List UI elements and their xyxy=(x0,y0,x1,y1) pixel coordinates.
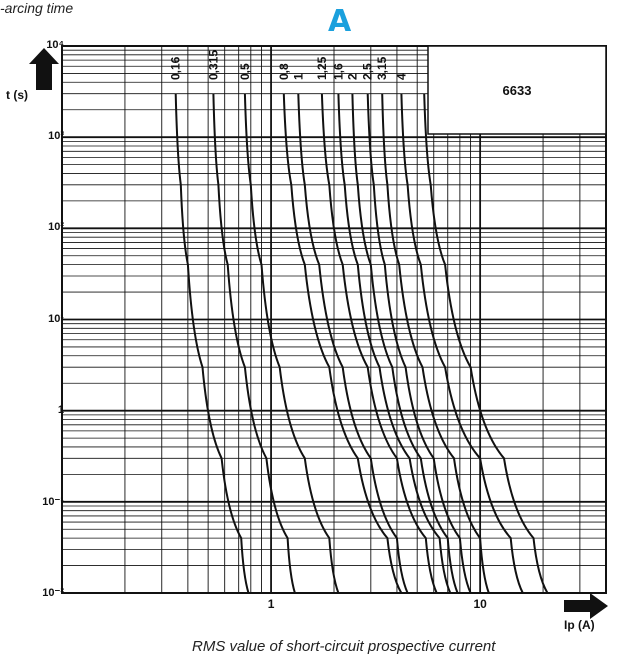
y-axis-label: t (s) xyxy=(6,88,28,102)
x-axis-label: Ip (A) xyxy=(564,618,595,632)
curve-0-16 xyxy=(174,93,250,594)
curve-4 xyxy=(400,93,524,594)
chart-title: 6633 xyxy=(503,83,532,98)
curve-0-315 xyxy=(212,93,296,594)
grid xyxy=(61,45,607,594)
brand-letter: A xyxy=(328,4,352,39)
curve-0-5 xyxy=(243,93,340,594)
y-tick-label: 10² xyxy=(48,221,64,234)
y-axis-arrow-icon xyxy=(29,48,59,90)
curve-label: 0,5 xyxy=(238,63,252,80)
top-caption: -arcing time xyxy=(0,0,74,16)
curve-label: 3,15 xyxy=(375,56,389,80)
x-tick-label: 1 xyxy=(267,597,275,611)
curve-0-8 xyxy=(282,93,403,594)
curve-label: 1 xyxy=(291,73,305,80)
curve-label: 1,25 xyxy=(315,56,329,80)
y-tick-label: 10⁻² xyxy=(42,587,64,599)
curve-label: 4 xyxy=(394,73,408,80)
axis-arrows xyxy=(29,48,608,619)
curve-label: 2 xyxy=(345,73,359,80)
curve-1 xyxy=(297,93,409,594)
bottom-caption: RMS value of short-circuit prospective c… xyxy=(192,638,496,655)
curve-label: 0,315 xyxy=(206,50,220,80)
curve-1-25 xyxy=(320,93,438,594)
curve-label: 2,5 xyxy=(361,63,375,80)
y-tick-label: 10⁻¹ xyxy=(42,495,64,508)
x-axis-arrow-icon xyxy=(564,593,608,619)
curve-labels: 0,16 0,315 0,5 0,8 1 1,25 1,6 2 2,5 3,15 4 xyxy=(169,50,409,80)
curve-2 xyxy=(351,93,459,594)
curve-3-15 xyxy=(381,93,490,594)
chart-title-box xyxy=(427,45,607,135)
curves xyxy=(174,93,549,594)
curve-2-5 xyxy=(366,93,472,594)
x-tick-label: 10 xyxy=(473,597,487,611)
curve-label: 0,8 xyxy=(277,63,291,80)
y-tick-label: 1 xyxy=(57,403,64,416)
y-tick-label: 10³ xyxy=(48,130,64,143)
curve-1-6 xyxy=(337,93,452,594)
y-tick-label: 10¹ xyxy=(48,312,64,325)
curve-unlabeled xyxy=(423,93,549,594)
curve-label: 1,6 xyxy=(331,63,345,80)
curve-label: 0,16 xyxy=(169,56,183,80)
y-tick-label: 10⁴ xyxy=(46,39,64,51)
